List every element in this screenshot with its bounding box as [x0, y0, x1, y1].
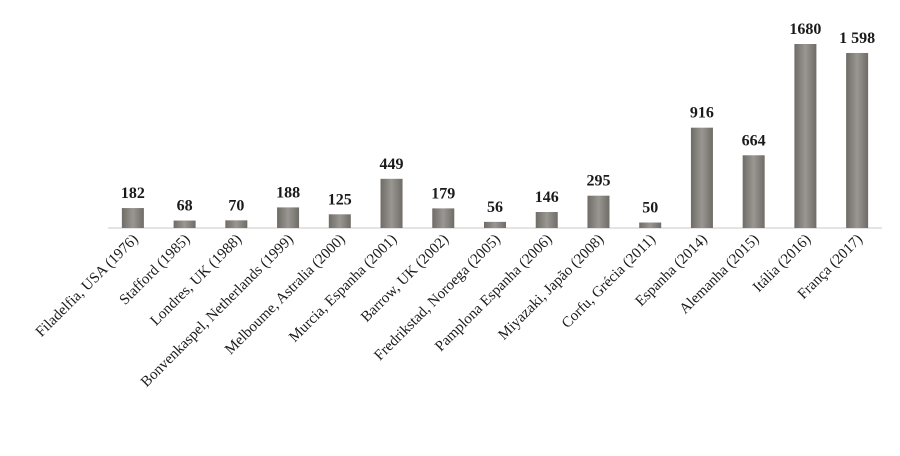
value-label: 68	[177, 198, 193, 215]
x-tick-label: Filadelfia, USA (1976)	[33, 232, 142, 341]
bar	[173, 220, 196, 228]
value-label: 1680	[789, 21, 821, 38]
bar	[690, 127, 713, 228]
bar	[742, 155, 765, 228]
x-tick-label: Londres, UK (1988)	[148, 232, 246, 330]
bar	[225, 220, 248, 228]
value-label: 916	[690, 105, 714, 122]
bar	[846, 52, 869, 228]
x-tick-label: Corfu, Grécia (2011)	[559, 232, 659, 332]
bar	[639, 222, 662, 228]
bar	[794, 44, 817, 228]
value-label: 188	[276, 184, 300, 201]
value-label: 182	[121, 185, 145, 202]
bar	[587, 195, 610, 228]
value-label: 70	[228, 197, 244, 214]
value-label: 664	[742, 132, 766, 149]
bar	[277, 207, 300, 228]
bar	[535, 212, 558, 228]
bar	[121, 208, 144, 228]
value-label: 1 598	[839, 30, 875, 47]
bar	[380, 178, 403, 228]
value-label: 146	[535, 189, 559, 206]
value-label: 50	[642, 200, 658, 217]
value-label: 295	[586, 173, 610, 190]
value-label: 179	[431, 185, 455, 202]
value-label: 125	[328, 191, 352, 208]
bar	[328, 214, 351, 228]
bar	[484, 221, 506, 228]
bar	[432, 208, 455, 228]
value-label: 56	[487, 199, 503, 216]
x-tick-label: Barrow, UK (2002)	[358, 232, 452, 326]
value-label: 449	[380, 156, 404, 173]
